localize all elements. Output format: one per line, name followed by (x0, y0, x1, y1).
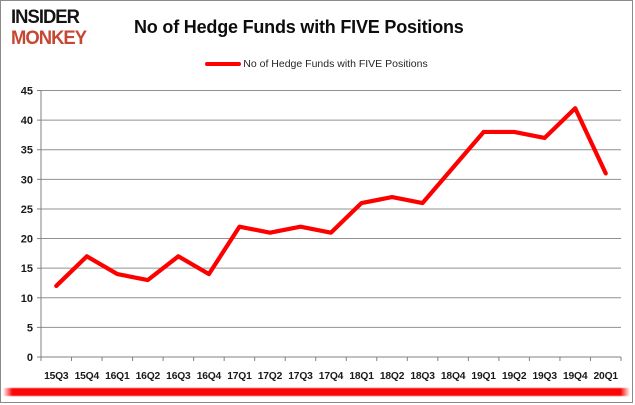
svg-text:45: 45 (21, 86, 33, 98)
svg-text:20Q1: 20Q1 (594, 371, 619, 382)
svg-text:15Q4: 15Q4 (75, 371, 100, 382)
svg-text:18Q1: 18Q1 (349, 371, 374, 382)
insider-monkey-logo: INSIDER MONKEY (11, 7, 87, 49)
chart-title: No of Hedge Funds with FIVE Positions (134, 17, 464, 37)
svg-text:17Q1: 17Q1 (227, 371, 252, 382)
svg-text:10: 10 (21, 293, 33, 305)
brand-red-bar (3, 388, 630, 396)
legend-label: No of Hedge Funds with FIVE Positions (243, 58, 428, 70)
logo-text-insider: INSIDER (11, 7, 80, 28)
logo-text-monkey: MONKEY (11, 28, 87, 49)
line-chart: 0 5 10 15 20 25 30 35 40 45 15Q3 15Q4 16Q1 16Q2 16Q3 16… (21, 86, 622, 382)
legend-line-swatch (205, 62, 242, 66)
svg-text:15: 15 (21, 263, 33, 275)
svg-text:19Q2: 19Q2 (502, 371, 527, 382)
svg-text:18Q4: 18Q4 (441, 371, 466, 382)
svg-text:25: 25 (21, 204, 33, 216)
svg-text:5: 5 (27, 322, 33, 334)
svg-text:0: 0 (27, 352, 33, 364)
svg-text:19Q1: 19Q1 (471, 371, 496, 382)
svg-text:20: 20 (21, 234, 33, 246)
legend: No of Hedge Funds with FIVE Positions (1, 58, 632, 70)
svg-text:17Q3: 17Q3 (288, 371, 313, 382)
svg-text:35: 35 (21, 145, 33, 157)
svg-text:16Q3: 16Q3 (166, 371, 191, 382)
svg-text:15Q3: 15Q3 (44, 371, 69, 382)
svg-text:17Q2: 17Q2 (258, 371, 283, 382)
svg-text:18Q2: 18Q2 (380, 371, 405, 382)
svg-text:16Q4: 16Q4 (197, 371, 222, 382)
svg-text:19Q3: 19Q3 (532, 371, 557, 382)
svg-text:30: 30 (21, 174, 33, 186)
svg-text:16Q2: 16Q2 (136, 371, 161, 382)
svg-text:16Q1: 16Q1 (105, 371, 130, 382)
svg-text:17Q4: 17Q4 (319, 371, 344, 382)
svg-text:40: 40 (21, 115, 33, 127)
svg-text:18Q3: 18Q3 (410, 371, 435, 382)
svg-text:19Q4: 19Q4 (563, 371, 588, 382)
